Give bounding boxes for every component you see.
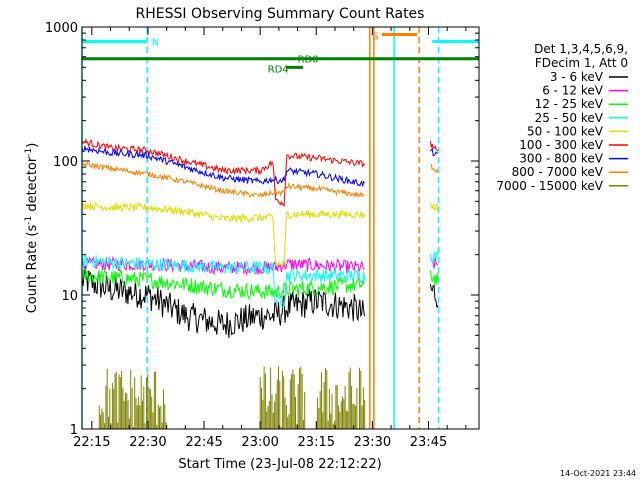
flag-label-3: S (372, 31, 378, 42)
series-line-2-tail (429, 270, 439, 286)
series-line-4-tail (429, 202, 439, 212)
y-tick-label-0: 1 (70, 423, 78, 438)
plot-frame (81, 26, 480, 430)
series-line-6-tail (430, 147, 439, 157)
x-axis-label: Start Time (23-Jul-08 22:12:22) (178, 457, 381, 472)
series-line-5-tail (429, 141, 439, 152)
timestamp: 14-Oct-2021 23:44 (560, 469, 636, 478)
legend-label-7: 800 - 7000 keV (512, 165, 604, 179)
series-line-2 (81, 267, 365, 300)
series-line-4 (81, 201, 365, 268)
y-axis-label-sup2: -1 (24, 148, 34, 157)
legend-label-6: 300 - 800 keV (519, 152, 603, 166)
y-tick-label-2: 100 (53, 155, 78, 170)
y-axis-label-end: ) (25, 143, 40, 148)
legend-label-8: 7000 - 15000 keV (496, 179, 603, 193)
plot-area: N RD0 RD4 S (81, 27, 479, 429)
legend-label-4: 50 - 100 keV (527, 124, 604, 138)
x-tick-label-0: 22:15 (73, 435, 110, 450)
flag-label-1: RD0 (298, 55, 319, 66)
series-line-3 (81, 253, 365, 308)
series-8-burst-1 (259, 366, 306, 429)
y-axis-label-sup1: -1 (24, 216, 34, 225)
flag-label-2: RD4 (268, 64, 289, 75)
legend-header-line-2: FDecim 1, Att 0 (535, 56, 628, 70)
series-line-0-tail (429, 283, 439, 308)
legend-header-line-1: Det 1,3,4,5,6,9, (534, 42, 628, 56)
y-axis-label: Count Rate (s-1 detector-1) (24, 143, 40, 314)
series-line-6 (81, 145, 365, 187)
y-tick-label-1: 10 (61, 289, 78, 304)
legend: Det 1,3,4,5,6,9, FDecim 1, Att 0 3 - 6 k… (496, 42, 628, 193)
series-line-7-tail (430, 163, 439, 173)
x-tick-label-5: 23:30 (354, 435, 391, 450)
series-line-3-tail (429, 250, 439, 263)
legend-label-2: 12 - 25 keV (535, 97, 604, 111)
axes: 1 10 100 1000 22:15 22:30 22:45 23:00 23:15 23:30… (45, 21, 479, 450)
legend-label-3: 25 - 50 keV (535, 111, 604, 125)
series-line-7 (81, 161, 365, 199)
x-tick-label-1: 22:30 (129, 435, 166, 450)
y-axis-label-mid: detector (25, 156, 40, 216)
series-line-0 (81, 266, 365, 338)
x-tick-label-2: 22:45 (185, 435, 222, 450)
legend-label-5: 100 - 300 keV (519, 138, 603, 152)
x-tick-label-6: 23:45 (410, 435, 447, 450)
y-tick-label-3: 1000 (45, 21, 78, 36)
chart-title: RHESSI Observing Summary Count Rates (136, 6, 425, 22)
x-tick-label-4: 23:15 (298, 435, 335, 450)
series-line-5 (81, 137, 365, 207)
legend-label-1: 6 - 12 keV (542, 84, 604, 98)
y-axis-label-main: Count Rate (s (25, 225, 40, 314)
series-8-burst-0 (98, 368, 167, 429)
legend-label-0: 3 - 6 keV (550, 70, 604, 84)
x-tick-label-3: 23:00 (241, 435, 278, 450)
flag-label-0: N (152, 37, 159, 48)
